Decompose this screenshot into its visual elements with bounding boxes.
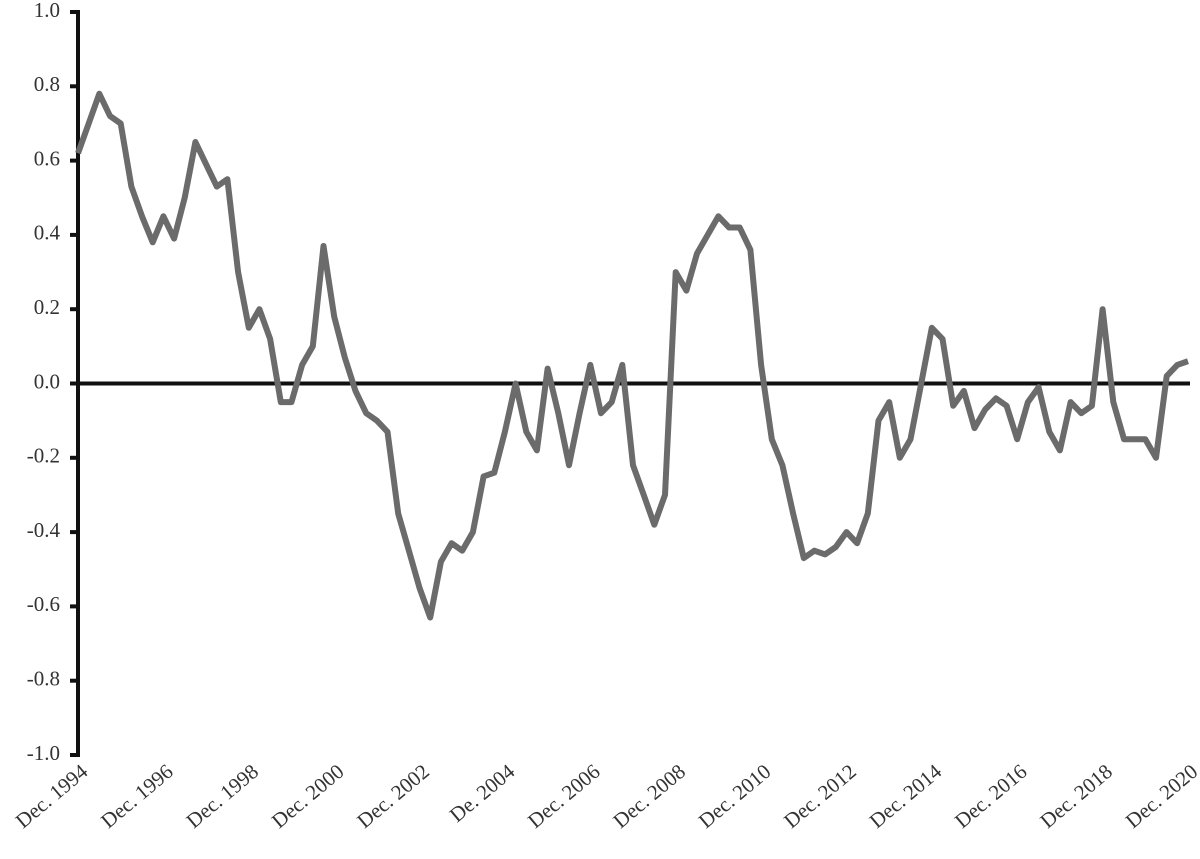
y-tick-label: -0.6: [27, 592, 60, 616]
x-tick-label: Dec. 2008: [608, 759, 690, 833]
x-tick-label: Dec. 1994: [11, 759, 93, 833]
x-tick-label: Dec. 2006: [523, 759, 605, 833]
x-tick-label: Dec. 2002: [352, 759, 434, 833]
y-tick-label: 0.4: [34, 221, 61, 245]
y-tick-label: 0.8: [34, 72, 60, 96]
x-tick-label: Dec. 1998: [182, 759, 264, 833]
data-line: [75, 90, 1189, 621]
y-tick-label: -0.2: [27, 444, 60, 468]
x-tick-label: Dec. 2010: [694, 759, 776, 833]
x-tick-label: De. 2004: [445, 759, 520, 827]
x-tick-label: Dec. 2014: [865, 759, 947, 833]
y-tick-label: 0.6: [34, 146, 60, 170]
x-tick-label: Dec. 1996: [96, 759, 178, 833]
y-tick-label: 1.0: [34, 0, 60, 22]
x-tick-label: Dec. 2016: [950, 759, 1032, 833]
x-tick-label: Dec. 2018: [1035, 759, 1117, 833]
x-tick-label: Dec. 2000: [267, 759, 349, 833]
y-tick-label: -1.0: [27, 741, 60, 765]
x-tick-label: Dec. 2012: [779, 759, 861, 833]
y-tick-label: 0.0: [34, 369, 60, 393]
y-tick-label: 0.2: [34, 295, 60, 319]
y-tick-label: -0.8: [27, 667, 60, 691]
x-tick-label: Dec. 2020: [1121, 759, 1200, 833]
y-tick-label: -0.4: [27, 518, 61, 542]
